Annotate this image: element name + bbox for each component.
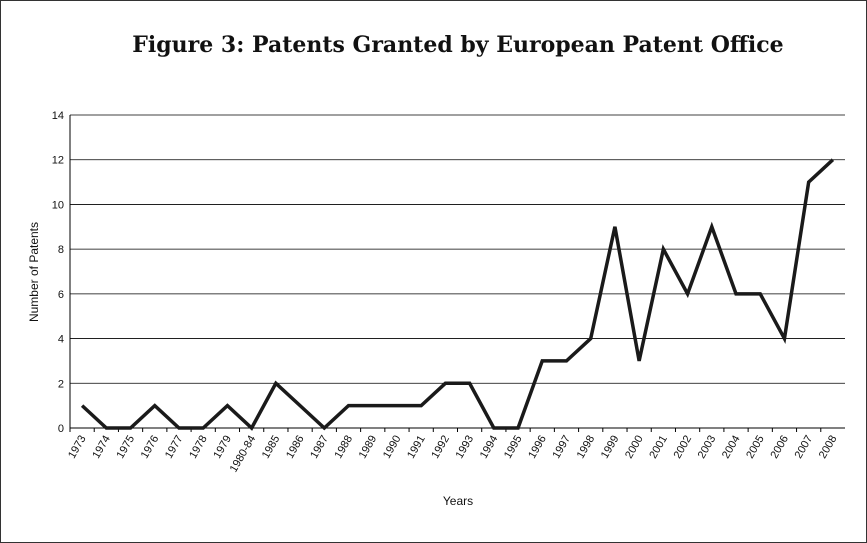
y-tick-label: 14 xyxy=(52,110,64,122)
y-tick-label: 2 xyxy=(58,378,64,390)
data-line xyxy=(80,158,835,431)
y-tick-label: 0 xyxy=(58,423,64,435)
y-tick-label: 6 xyxy=(58,289,64,301)
y-axis-label: Number of Patents xyxy=(27,222,41,322)
y-tick-label: 8 xyxy=(58,244,64,256)
x-axis-label: Years xyxy=(443,494,473,508)
y-tick-label: 10 xyxy=(52,199,64,211)
y-tick-label: 4 xyxy=(58,334,64,346)
chart-title: Figure 3: Patents Granted by European Pa… xyxy=(132,32,783,58)
y-tick-label: 12 xyxy=(52,155,64,167)
